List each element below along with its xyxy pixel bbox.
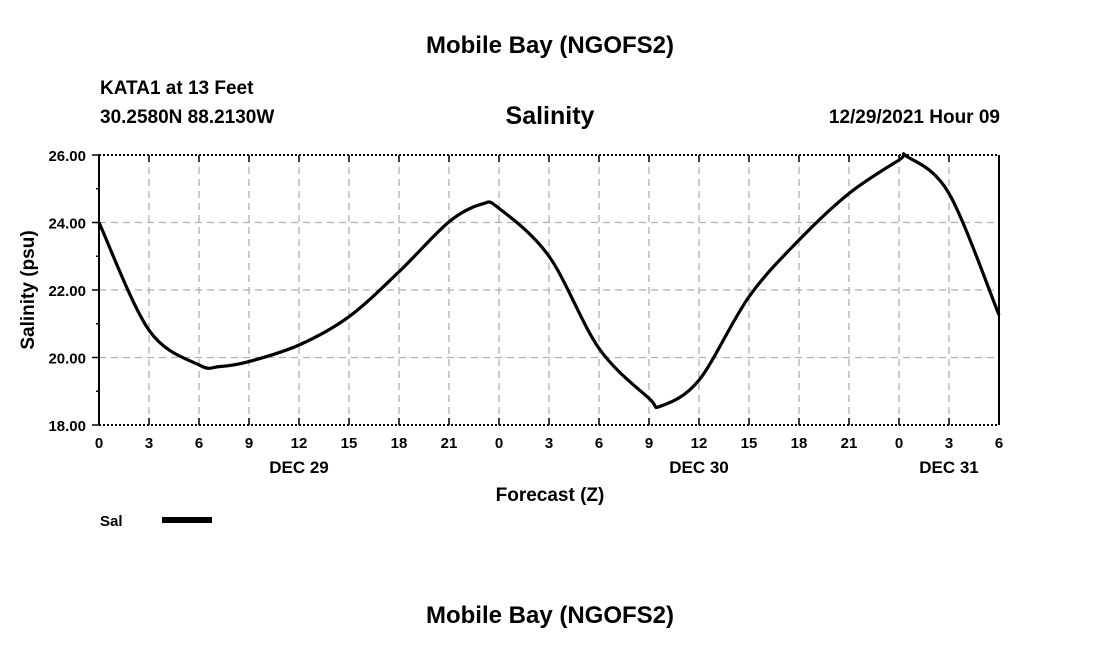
x-tick-label: 0 <box>95 435 103 452</box>
grid <box>99 155 999 425</box>
x-tick-label: 18 <box>791 435 808 452</box>
x-tick-label: 3 <box>545 435 553 452</box>
y-axis-label: Salinity (psu) <box>18 230 39 349</box>
x-tick-label: 9 <box>645 435 653 452</box>
x-tick-label: 21 <box>441 435 458 452</box>
x-axis-label: Forecast (Z) <box>496 485 605 506</box>
x-tick-label: 15 <box>741 435 758 452</box>
x-tick-label: 18 <box>391 435 408 452</box>
x-tick-label: 0 <box>495 435 503 452</box>
x-tick-label: 12 <box>291 435 308 452</box>
x-tick-label: 21 <box>841 435 858 452</box>
x-tick-label: 0 <box>895 435 903 452</box>
chart-subtitle: Salinity <box>505 102 595 130</box>
axes <box>92 154 1000 426</box>
footer-title: Mobile Bay (NGOFS2) <box>425 602 675 629</box>
date-label: DEC 31 <box>919 458 979 477</box>
date-label: 12/29/2021 Hour 09 <box>828 107 1000 128</box>
x-tick-label: 12 <box>691 435 708 452</box>
series-line-sal <box>97 152 1001 410</box>
y-tick-label: 18.00 <box>48 418 86 435</box>
y-tick-label: 20.00 <box>48 351 86 368</box>
series-lines <box>97 152 1001 410</box>
chart-title: Mobile Bay (NGOFS2) <box>425 32 675 59</box>
x-tick-label: 15 <box>341 435 358 452</box>
date-label: DEC 30 <box>669 458 729 477</box>
axis-labels: 0 3 6 9 12 15 18 21 0 3 6 9 12 15 18 21 0 3 6 18.00 20.00 22.… <box>18 148 1003 530</box>
legend-label: Sal <box>100 513 123 530</box>
date-label: DEC 29 <box>269 458 329 477</box>
station-label: KATA1 at 13 Feet <box>100 78 254 99</box>
x-tick-label: 6 <box>595 435 603 452</box>
x-tick-label: 3 <box>945 435 953 452</box>
coordinates-label: 30.2580N 88.2130W <box>100 107 275 128</box>
x-tick-label: 3 <box>145 435 153 452</box>
x-tick-label: 6 <box>195 435 203 452</box>
x-tick-label: 6 <box>995 435 1003 452</box>
y-tick-label: 26.00 <box>48 148 86 165</box>
x-tick-label: 9 <box>245 435 253 452</box>
y-tick-label: 24.00 <box>48 216 86 233</box>
y-tick-label: 22.00 <box>48 283 86 300</box>
